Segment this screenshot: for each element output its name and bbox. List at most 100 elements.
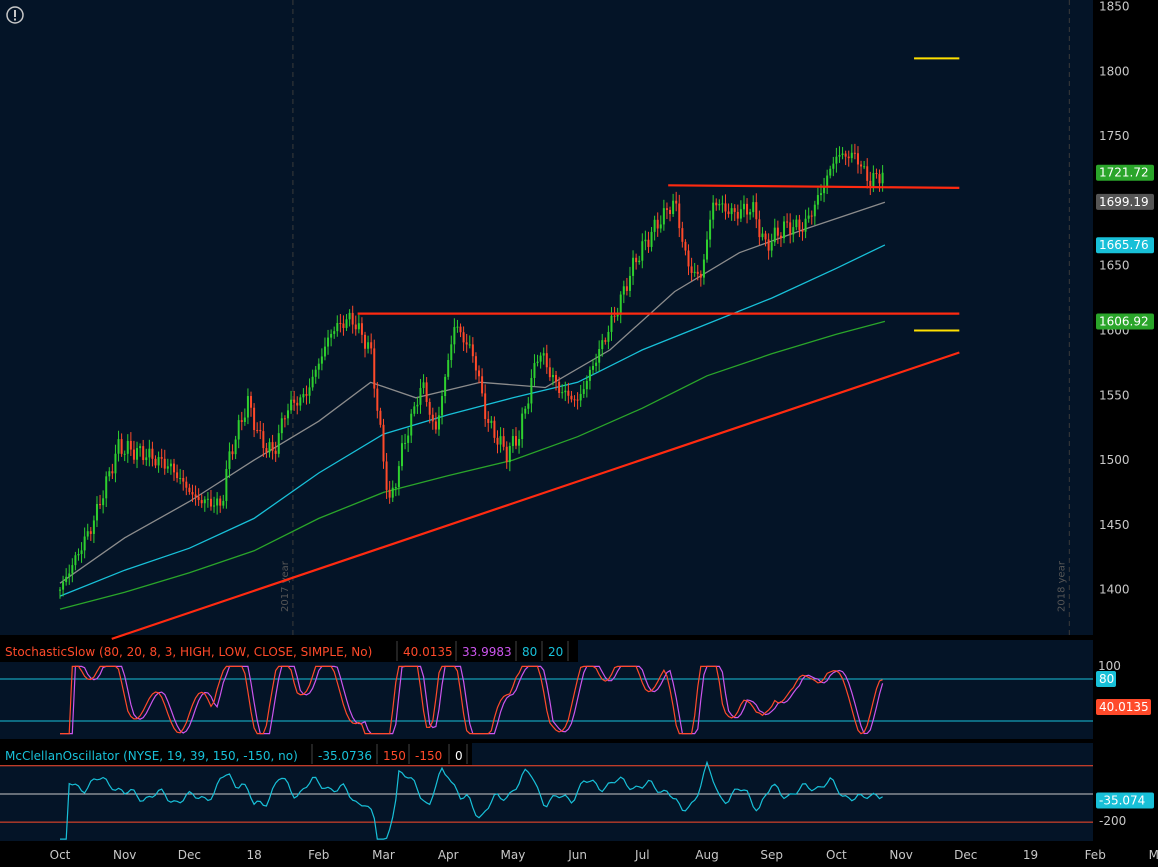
candle-body xyxy=(752,202,755,213)
stochastic-title: StochasticSlow (80, 20, 8, 3, HIGH, LOW,… xyxy=(5,645,372,659)
candle-body xyxy=(835,156,838,164)
candle-body xyxy=(209,498,212,507)
mcclellan-header: McClellanOscillator (NYSE, 19, 39, 150, … xyxy=(0,743,472,765)
candle-body xyxy=(286,410,289,419)
candle-body xyxy=(120,439,123,454)
candle-body xyxy=(151,448,154,459)
candle-body xyxy=(573,399,576,401)
price-label-value: 1699.19 xyxy=(1099,195,1149,209)
candle-body xyxy=(154,458,157,466)
stochastic-label-box xyxy=(1096,699,1151,715)
candle-body xyxy=(391,487,394,498)
moving-average-line xyxy=(59,244,886,597)
candle-body xyxy=(853,152,856,154)
candle-body xyxy=(237,420,240,440)
candle-body xyxy=(317,363,320,370)
candle-body xyxy=(644,239,647,242)
candle-body xyxy=(881,172,884,184)
candle-body xyxy=(271,442,274,451)
candle-body xyxy=(105,476,108,499)
candle-body xyxy=(145,457,148,461)
candle-body xyxy=(108,471,111,477)
candle-body xyxy=(693,271,696,273)
candle-body xyxy=(382,424,385,462)
candle-body xyxy=(114,453,117,474)
candle-body xyxy=(570,395,573,400)
candle-body xyxy=(228,451,231,469)
time-tick-label: Mar xyxy=(372,848,395,862)
price-label-value: 1665.76 xyxy=(1099,238,1149,252)
candle-body xyxy=(709,219,712,240)
candle-body xyxy=(801,229,804,232)
candle-body xyxy=(505,446,508,463)
candle-body xyxy=(628,275,631,291)
candle-body xyxy=(872,173,875,187)
candle-body xyxy=(499,436,502,445)
candle-body xyxy=(400,443,403,467)
candle-body xyxy=(453,327,456,345)
candle-body xyxy=(160,457,163,459)
candle-body xyxy=(434,421,437,430)
candle-body xyxy=(425,382,428,402)
time-tick-label: Dec xyxy=(954,848,977,862)
candle-body xyxy=(148,448,151,458)
price-tick-label: 1500 xyxy=(1099,453,1130,467)
candle-body xyxy=(407,435,410,443)
candle-body xyxy=(739,209,742,219)
candle-body xyxy=(92,520,95,534)
candle-body xyxy=(561,392,564,394)
candle-body xyxy=(385,461,388,490)
candle-body xyxy=(508,446,511,463)
candle-body xyxy=(240,420,243,422)
candle-body xyxy=(404,442,407,444)
candle-body xyxy=(773,227,776,243)
candle-body xyxy=(468,344,471,346)
candle-body xyxy=(564,390,567,393)
candle-body xyxy=(761,233,764,238)
candle-body xyxy=(533,363,536,378)
candle-body xyxy=(299,397,302,406)
candle-body xyxy=(465,342,468,345)
candle-body xyxy=(314,369,317,377)
candle-body xyxy=(841,153,844,155)
candle-body xyxy=(850,152,853,159)
candle-body xyxy=(256,430,259,432)
candle-body xyxy=(826,175,829,187)
time-tick-label: Feb xyxy=(308,848,329,862)
candle-body xyxy=(795,219,798,228)
price-axis: 1400145015001550160016501700175018001850… xyxy=(1096,0,1154,597)
moving-average-line xyxy=(59,320,886,610)
candle-body xyxy=(807,215,810,219)
time-tick-label: Aug xyxy=(695,848,718,862)
price-tick-label: 1450 xyxy=(1099,518,1130,532)
candle-body xyxy=(699,273,702,278)
candle-body xyxy=(733,208,736,212)
candle-body xyxy=(345,319,348,328)
candle-body xyxy=(330,333,333,338)
time-tick-label: Oct xyxy=(50,848,71,862)
info-icon[interactable] xyxy=(6,6,24,24)
candle-body xyxy=(422,382,425,388)
candle-body xyxy=(832,163,835,169)
time-tick-label: Feb xyxy=(1085,848,1106,862)
candle-body xyxy=(283,418,286,420)
candle-body xyxy=(542,353,545,356)
year-label: 2018 year xyxy=(1056,560,1067,612)
candle-body xyxy=(863,166,866,168)
stochastic-label-box xyxy=(1096,671,1116,687)
candle-body xyxy=(169,463,172,467)
time-tick-label: Dec xyxy=(178,848,201,862)
candle-body xyxy=(132,449,135,460)
mcclellan-labels: -35.074 xyxy=(1096,792,1154,809)
candle-body xyxy=(431,414,434,422)
candle-body xyxy=(613,315,616,317)
candle-body xyxy=(191,492,194,495)
candle-body xyxy=(219,498,222,506)
candle-body xyxy=(878,174,881,184)
price-label-box xyxy=(1096,237,1154,254)
candle-body xyxy=(558,381,561,394)
price-tick-label: 1850 xyxy=(1099,0,1130,13)
time-tick-label: Mar xyxy=(1149,848,1158,862)
time-tick-label: May xyxy=(500,848,525,862)
